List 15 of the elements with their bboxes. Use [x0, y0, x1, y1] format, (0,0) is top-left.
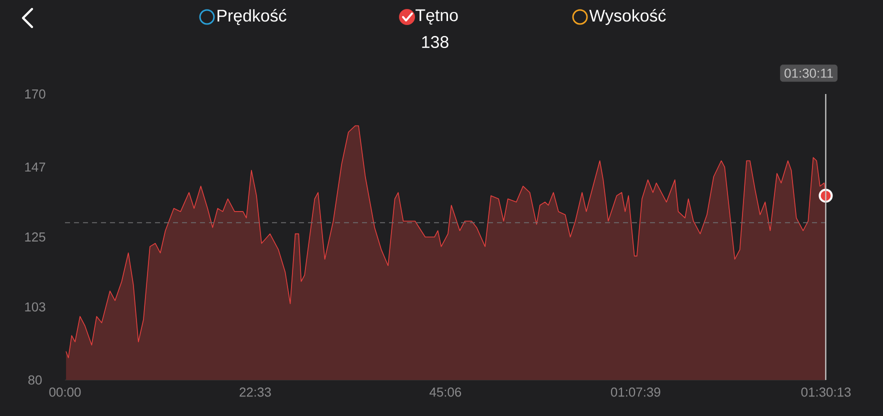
text: 01:30:11	[784, 68, 833, 78]
y-tick-label: 125	[25, 232, 46, 242]
text: Wysokość	[589, 9, 666, 25]
y-tick-label: 103	[25, 302, 46, 312]
legend-label: Tętno	[416, 9, 458, 25]
y-tick-label: 170	[25, 89, 46, 99]
x-tick-label: 45:06	[430, 388, 462, 397]
y-tick-label: 147	[25, 162, 46, 172]
y-tick-label: 80	[28, 375, 42, 385]
text: Prędkość	[218, 9, 286, 25]
x-tick-label: 22:33	[240, 388, 271, 397]
x-tick-label: 01:07:39	[610, 388, 660, 397]
x-tick-label: 00:00	[49, 388, 81, 397]
text: 138	[422, 36, 448, 48]
x-tick-label: 01:30:13	[801, 388, 851, 397]
